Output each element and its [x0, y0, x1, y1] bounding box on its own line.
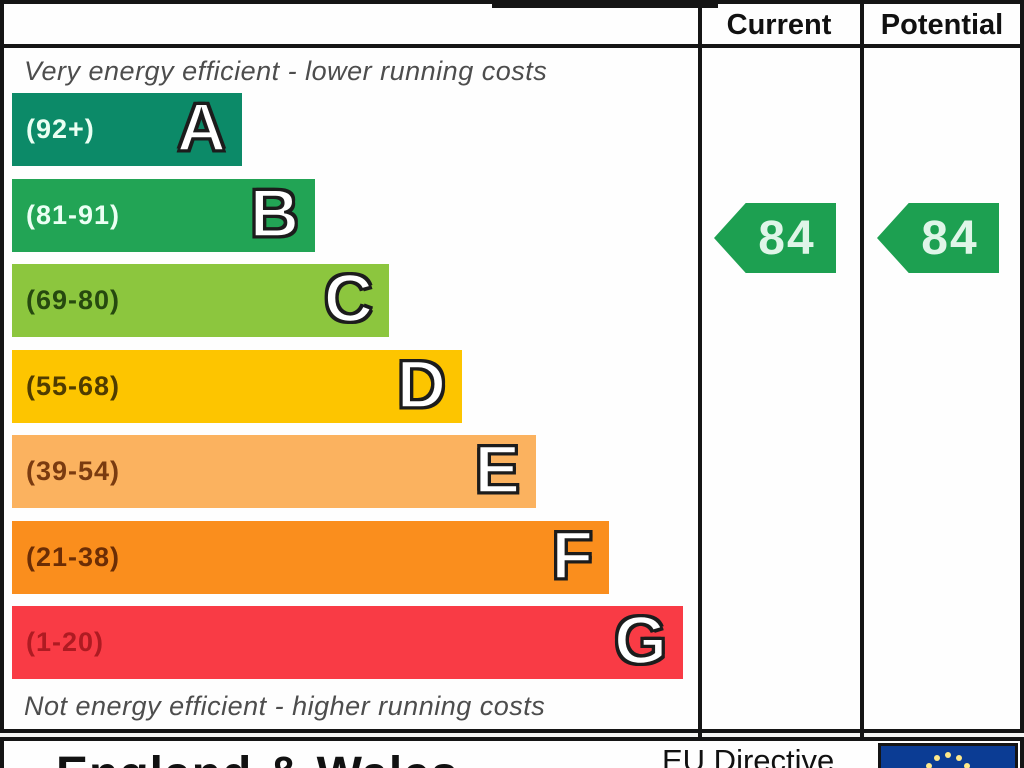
column-divider-potential: [860, 4, 864, 737]
band-a-letter: A: [176, 88, 228, 165]
band-c-letter: C: [323, 259, 375, 336]
current-rating-arrow: 84: [714, 203, 836, 273]
band-b-range: (81-91): [26, 200, 121, 230]
band-f-letter: F: [550, 516, 594, 593]
band-g: (1-20) G: [12, 601, 683, 679]
column-divider-current: [698, 4, 702, 737]
band-b-letter: B: [249, 174, 301, 251]
band-f: (21-38) F: [12, 516, 609, 594]
band-e: (39-54) E: [12, 430, 536, 508]
band-b: (81-91) B: [12, 174, 315, 252]
eu-directive-label: EU Directive: [662, 743, 835, 768]
bottom-caption: Not energy efficient - higher running co…: [24, 691, 546, 721]
band-g-range: (1-20): [26, 627, 105, 657]
band-d: (55-68) D: [12, 345, 462, 423]
header-divider: [4, 44, 1024, 48]
potential-column-header: Potential: [880, 9, 1004, 41]
eu-flag-icon: [878, 743, 1018, 768]
band-f-range: (21-38): [26, 542, 121, 572]
band-e-range: (39-54): [26, 456, 121, 486]
band-d-letter: D: [396, 345, 448, 422]
band-a-range: (92+): [26, 114, 95, 144]
band-d-range: (55-68): [26, 371, 121, 401]
band-c-range: (69-80): [26, 285, 121, 315]
region-label: England & Wales: [56, 747, 459, 768]
band-c: (69-80) C: [12, 259, 389, 337]
potential-rating-arrow: 84: [877, 203, 999, 273]
band-a: (92+) A: [12, 88, 242, 166]
cropped-title-edge: [492, 4, 718, 8]
footer-strip: England & Wales EU Directive: [0, 737, 1024, 768]
potential-rating-value: 84: [921, 211, 979, 265]
chart-table-frame: Current Potential Very energy efficient …: [0, 0, 1024, 737]
current-column-header: Current: [726, 9, 832, 41]
band-g-letter: G: [613, 601, 668, 678]
current-rating-value: 84: [758, 211, 816, 265]
top-caption: Very energy efficient - lower running co…: [24, 56, 548, 86]
band-e-letter: E: [473, 430, 521, 507]
